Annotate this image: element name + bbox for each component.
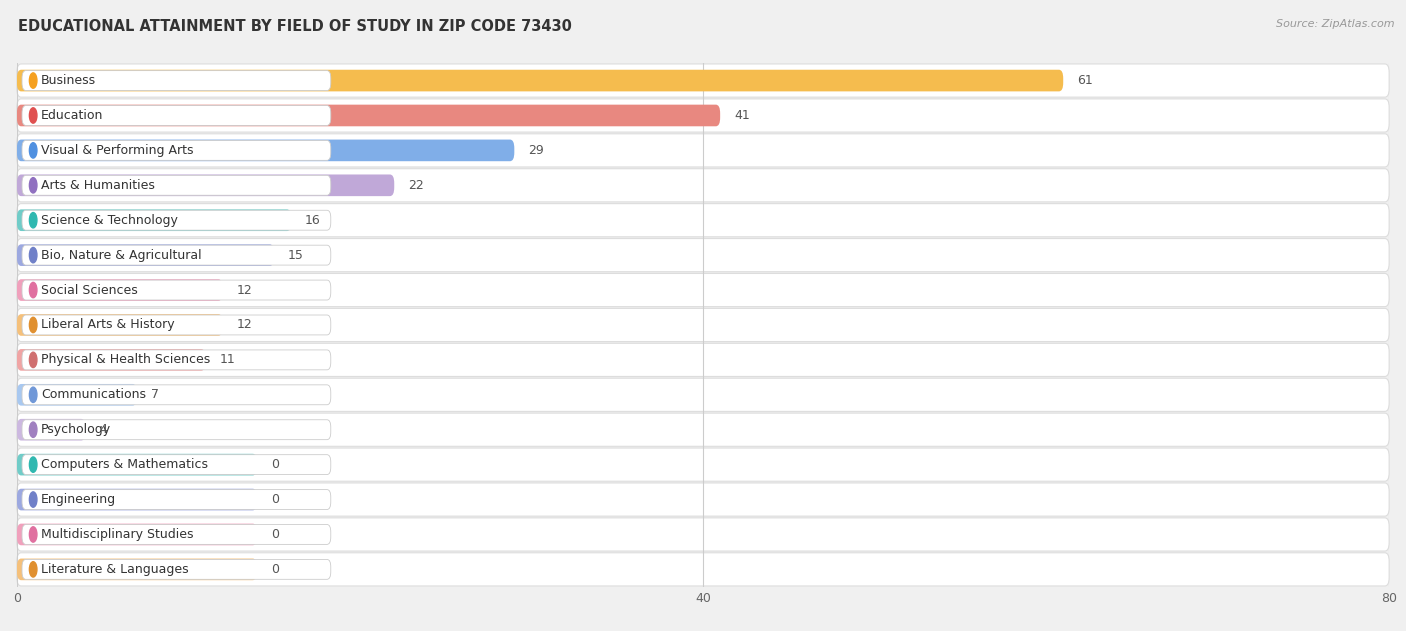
FancyBboxPatch shape [17, 518, 1389, 551]
Text: 15: 15 [288, 249, 304, 262]
Text: 41: 41 [734, 109, 749, 122]
FancyBboxPatch shape [17, 209, 291, 231]
Circle shape [30, 422, 37, 437]
Text: 0: 0 [271, 528, 278, 541]
FancyBboxPatch shape [17, 99, 1389, 132]
FancyBboxPatch shape [22, 385, 330, 404]
FancyBboxPatch shape [17, 273, 1389, 307]
Circle shape [30, 562, 37, 577]
Text: Bio, Nature & Agricultural: Bio, Nature & Agricultural [41, 249, 201, 262]
Circle shape [30, 457, 37, 473]
Text: Physical & Health Sciences: Physical & Health Sciences [41, 353, 209, 367]
Text: Liberal Arts & History: Liberal Arts & History [41, 319, 174, 331]
Text: Computers & Mathematics: Computers & Mathematics [41, 458, 208, 471]
Text: 16: 16 [305, 214, 321, 227]
Text: Engineering: Engineering [41, 493, 117, 506]
FancyBboxPatch shape [22, 141, 330, 160]
Circle shape [30, 73, 37, 88]
FancyBboxPatch shape [17, 489, 257, 510]
Circle shape [30, 317, 37, 333]
Text: 0: 0 [271, 458, 278, 471]
Text: 4: 4 [100, 423, 107, 436]
FancyBboxPatch shape [22, 524, 330, 545]
FancyBboxPatch shape [17, 343, 1389, 377]
Text: Science & Technology: Science & Technology [41, 214, 177, 227]
FancyBboxPatch shape [17, 134, 1389, 167]
FancyBboxPatch shape [17, 483, 1389, 516]
FancyBboxPatch shape [17, 64, 1389, 97]
FancyBboxPatch shape [22, 420, 330, 440]
FancyBboxPatch shape [22, 105, 330, 126]
FancyBboxPatch shape [22, 455, 330, 475]
Text: Visual & Performing Arts: Visual & Performing Arts [41, 144, 194, 157]
FancyBboxPatch shape [17, 239, 1389, 272]
Circle shape [30, 247, 37, 263]
Text: Business: Business [41, 74, 96, 87]
FancyBboxPatch shape [17, 139, 515, 161]
Text: 61: 61 [1077, 74, 1092, 87]
FancyBboxPatch shape [17, 70, 1063, 91]
Text: 12: 12 [236, 283, 252, 297]
Circle shape [30, 527, 37, 542]
FancyBboxPatch shape [17, 280, 222, 301]
Text: 12: 12 [236, 319, 252, 331]
Text: Literature & Languages: Literature & Languages [41, 563, 188, 576]
FancyBboxPatch shape [17, 384, 136, 406]
FancyBboxPatch shape [17, 168, 1389, 202]
Circle shape [30, 213, 37, 228]
Circle shape [30, 492, 37, 507]
FancyBboxPatch shape [17, 553, 1389, 586]
FancyBboxPatch shape [22, 210, 330, 230]
Text: Communications: Communications [41, 388, 146, 401]
FancyBboxPatch shape [22, 560, 330, 579]
FancyBboxPatch shape [22, 175, 330, 195]
Circle shape [30, 387, 37, 403]
Text: Source: ZipAtlas.com: Source: ZipAtlas.com [1277, 19, 1395, 29]
Text: Psychology: Psychology [41, 423, 111, 436]
FancyBboxPatch shape [17, 105, 720, 126]
Text: 7: 7 [150, 388, 159, 401]
FancyBboxPatch shape [17, 378, 1389, 411]
FancyBboxPatch shape [22, 490, 330, 509]
FancyBboxPatch shape [17, 175, 394, 196]
FancyBboxPatch shape [17, 244, 274, 266]
Text: 29: 29 [529, 144, 544, 157]
Circle shape [30, 282, 37, 298]
Circle shape [30, 177, 37, 193]
FancyBboxPatch shape [17, 204, 1389, 237]
FancyBboxPatch shape [17, 314, 222, 336]
Text: Education: Education [41, 109, 103, 122]
FancyBboxPatch shape [17, 448, 1389, 481]
FancyBboxPatch shape [17, 558, 257, 580]
FancyBboxPatch shape [17, 419, 86, 440]
FancyBboxPatch shape [22, 245, 330, 265]
Text: 0: 0 [271, 563, 278, 576]
FancyBboxPatch shape [17, 524, 257, 545]
Text: 11: 11 [219, 353, 235, 367]
Text: 22: 22 [408, 179, 423, 192]
FancyBboxPatch shape [17, 413, 1389, 446]
Text: Arts & Humanities: Arts & Humanities [41, 179, 155, 192]
FancyBboxPatch shape [22, 315, 330, 335]
FancyBboxPatch shape [22, 71, 330, 90]
Text: EDUCATIONAL ATTAINMENT BY FIELD OF STUDY IN ZIP CODE 73430: EDUCATIONAL ATTAINMENT BY FIELD OF STUDY… [18, 19, 572, 34]
FancyBboxPatch shape [17, 454, 257, 475]
Circle shape [30, 108, 37, 123]
Circle shape [30, 352, 37, 368]
Circle shape [30, 143, 37, 158]
FancyBboxPatch shape [22, 280, 330, 300]
FancyBboxPatch shape [22, 350, 330, 370]
Text: Multidisciplinary Studies: Multidisciplinary Studies [41, 528, 194, 541]
FancyBboxPatch shape [17, 349, 205, 370]
Text: 0: 0 [271, 493, 278, 506]
FancyBboxPatch shape [17, 309, 1389, 341]
Text: Social Sciences: Social Sciences [41, 283, 138, 297]
